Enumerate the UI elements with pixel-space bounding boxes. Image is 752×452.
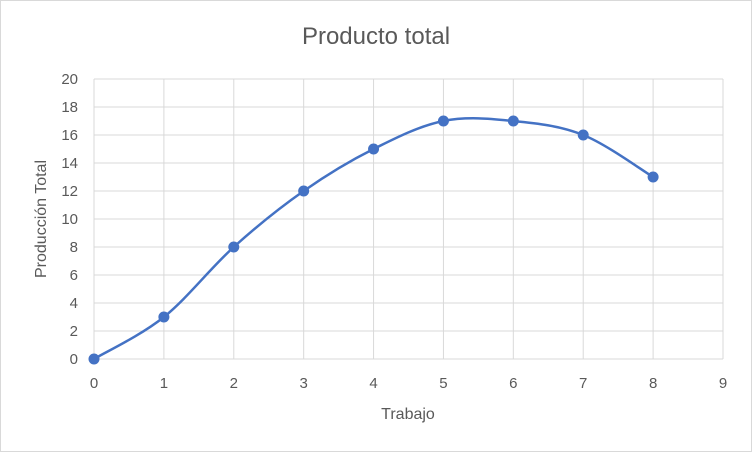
x-axis-title: Trabajo	[381, 406, 435, 423]
x-tick-label: 8	[649, 375, 657, 392]
x-tick-label: 7	[579, 375, 587, 392]
data-point	[298, 185, 310, 197]
x-tick-label: 5	[439, 375, 447, 392]
y-axis-ticks: 0 2 4 6 8 10 12 14 16 18 20	[61, 71, 78, 368]
chart-title: Producto total	[302, 23, 450, 50]
x-tick-label: 9	[719, 375, 727, 392]
y-tick-label: 8	[70, 239, 78, 256]
y-tick-label: 12	[61, 183, 78, 200]
y-tick-label: 16	[61, 127, 78, 144]
y-tick-label: 0	[70, 351, 78, 368]
x-tick-label: 2	[230, 375, 238, 392]
x-tick-label: 4	[369, 375, 377, 392]
y-tick-label: 18	[61, 99, 78, 116]
x-axis-ticks: 0 1 2 3 4 5 6 7 8 9	[90, 375, 727, 392]
y-tick-label: 4	[70, 295, 78, 312]
y-tick-label: 20	[61, 71, 78, 88]
data-point	[368, 143, 380, 155]
x-tick-label: 6	[509, 375, 517, 392]
data-point	[577, 129, 589, 141]
x-tick-label: 3	[299, 375, 307, 392]
y-tick-label: 14	[61, 155, 78, 172]
data-point	[437, 115, 449, 127]
data-point	[647, 171, 659, 183]
y-axis-title: Producción Total	[33, 160, 50, 278]
y-tick-label: 10	[61, 211, 78, 228]
series-layer	[88, 115, 659, 365]
x-tick-label: 0	[90, 375, 98, 392]
y-tick-label: 6	[70, 267, 78, 284]
y-tick-label: 2	[70, 323, 78, 340]
x-tick-label: 1	[160, 375, 168, 392]
data-point	[158, 311, 170, 323]
data-point	[88, 353, 100, 365]
gridlines	[93, 78, 724, 360]
data-point	[228, 241, 240, 253]
data-point	[507, 115, 519, 127]
